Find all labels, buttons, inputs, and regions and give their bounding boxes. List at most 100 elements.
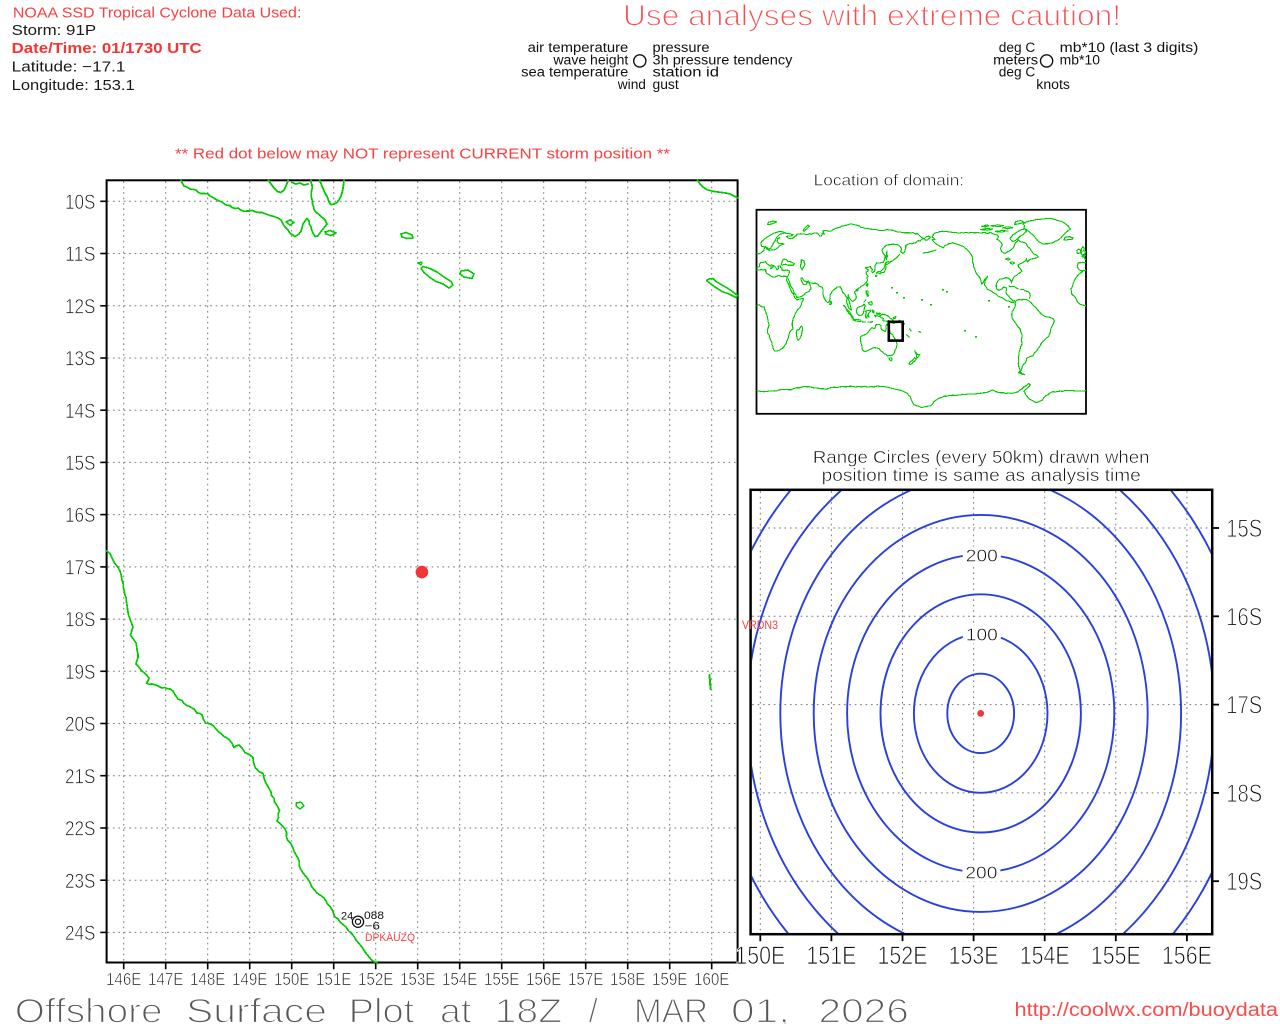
svg-text:deg C: deg C [999,65,1036,80]
svg-text:sea temperature: sea temperature [521,65,628,80]
svg-text:mb*10: mb*10 [1060,52,1100,67]
svg-text:20S: 20S [65,713,96,736]
svg-text:MAR: MAR [634,992,708,1024]
svg-text:156E: 156E [526,969,562,989]
svg-text:Latitude: −17.1: Latitude: −17.1 [12,60,126,76]
svg-text:at: at [440,992,472,1024]
svg-text:17S: 17S [65,557,96,580]
svg-text:2026: 2026 [819,992,909,1024]
svg-text:24: 24 [341,910,353,922]
svg-text:19S: 19S [65,661,96,684]
svg-text:148E: 148E [190,969,226,989]
svg-text:22S: 22S [65,818,96,841]
svg-text:at: at [440,992,472,1024]
svg-text:21S: 21S [65,765,96,788]
svg-text:17S: 17S [1226,692,1262,720]
svg-text:15S: 15S [65,452,96,475]
svg-text:23S: 23S [65,870,96,893]
svg-text:18S: 18S [65,609,96,632]
svg-text:23S: 23S [65,870,96,893]
svg-text:152E: 152E [358,969,394,989]
svg-text:17S: 17S [1226,692,1262,720]
svg-text:Surface: Surface [186,992,327,1024]
svg-text:153E: 153E [949,942,999,970]
svg-text:** Red dot below may NOT repre: ** Red dot below may NOT represent CURRE… [175,147,670,163]
svg-text:VRDN3: VRDN3 [742,618,778,632]
svg-text:10S: 10S [65,191,96,214]
svg-text:157E: 157E [568,969,604,989]
svg-text:200: 200 [965,863,997,883]
svg-text:158E: 158E [610,969,646,989]
svg-text:12S: 12S [65,295,96,318]
svg-text:150E: 150E [274,969,310,989]
svg-text:155E: 155E [1091,942,1141,970]
svg-text:15S: 15S [1226,515,1262,543]
svg-text:15S: 15S [65,452,96,475]
svg-text:wave height: wave height [552,52,628,67]
svg-text:24S: 24S [65,922,96,945]
svg-text:01,: 01, [731,992,790,1024]
svg-text:10S: 10S [65,191,96,214]
svg-text:146E: 146E [106,969,142,989]
svg-text:22S: 22S [65,818,96,841]
svg-text:159E: 159E [652,969,688,989]
svg-text:mb*10 (last 3 digits): mb*10 (last 3 digits) [1060,40,1199,55]
svg-text:16S: 16S [1226,603,1262,631]
svg-text:151E: 151E [316,969,352,989]
svg-text:16S: 16S [65,504,96,527]
svg-text:13S: 13S [65,348,96,371]
svg-text:160E: 160E [694,969,730,989]
svg-text:DPKAUZQ: DPKAUZQ [365,932,415,944]
svg-text:13S: 13S [65,348,96,371]
svg-text:24S: 24S [65,922,96,945]
svg-text:16S: 16S [65,504,96,527]
svg-text:100: 100 [966,625,998,645]
svg-text:pressure: pressure [653,40,710,55]
svg-text:147E: 147E [148,969,184,989]
svg-text:deg C: deg C [999,40,1036,55]
svg-text:11S: 11S [65,243,96,266]
svg-text:200: 200 [966,546,998,566]
svg-text:150E: 150E [274,969,310,989]
svg-text:Plot: Plot [349,992,415,1024]
svg-text:gust: gust [653,77,679,92]
svg-text:156E: 156E [526,969,562,989]
svg-text:−6: −6 [365,920,381,932]
svg-text:156E: 156E [1162,942,1212,970]
svg-text:20S: 20S [65,713,96,736]
svg-text:155E: 155E [484,969,520,989]
svg-text:153E: 153E [400,969,436,989]
svg-text:15S: 15S [1226,515,1262,543]
svg-text:01,: 01, [731,992,790,1024]
svg-text:16S: 16S [1226,603,1262,631]
svg-text:153E: 153E [949,942,999,970]
svg-text:Date/Time: 01/1730 UTC: Date/Time: 01/1730 UTC [12,41,203,57]
svg-text:154E: 154E [1020,942,1070,970]
svg-text:148E: 148E [190,969,226,989]
svg-text:NOAA SSD Tropical Cyclone Data: NOAA SSD Tropical Cyclone Data Used: [13,6,302,22]
svg-text:21S: 21S [65,765,96,788]
svg-text:155E: 155E [1091,942,1141,970]
svg-text:Use analyses with extreme caut: Use analyses with extreme caution! [623,0,1121,33]
svg-text:151E: 151E [806,942,856,970]
svg-text:2026: 2026 [819,992,909,1024]
svg-text:14S: 14S [65,400,96,423]
svg-text:12S: 12S [65,295,96,318]
svg-text:18Z: 18Z [495,992,562,1024]
svg-text:152E: 152E [878,942,928,970]
svg-text:position time is same as analy: position time is same as analysis time [822,465,1141,485]
svg-text:17S: 17S [65,557,96,580]
svg-text:159E: 159E [652,969,688,989]
svg-text:152E: 152E [878,942,928,970]
svg-text:wind: wind [617,77,646,92]
svg-text:position time is same as analy: position time is same as analysis time [822,465,1141,485]
svg-text:Storm: 91P: Storm: 91P [12,23,96,39]
svg-text:088: 088 [364,910,384,922]
svg-text:14S: 14S [65,400,96,423]
svg-text:19S: 19S [1226,868,1262,896]
svg-text:Range Circles (every 50km) dra: Range Circles (every 50km) drawn when [813,447,1150,467]
svg-text:18S: 18S [1226,780,1262,808]
svg-text:152E: 152E [358,969,394,989]
svg-text:151E: 151E [316,969,352,989]
svg-text:156E: 156E [1162,942,1212,970]
